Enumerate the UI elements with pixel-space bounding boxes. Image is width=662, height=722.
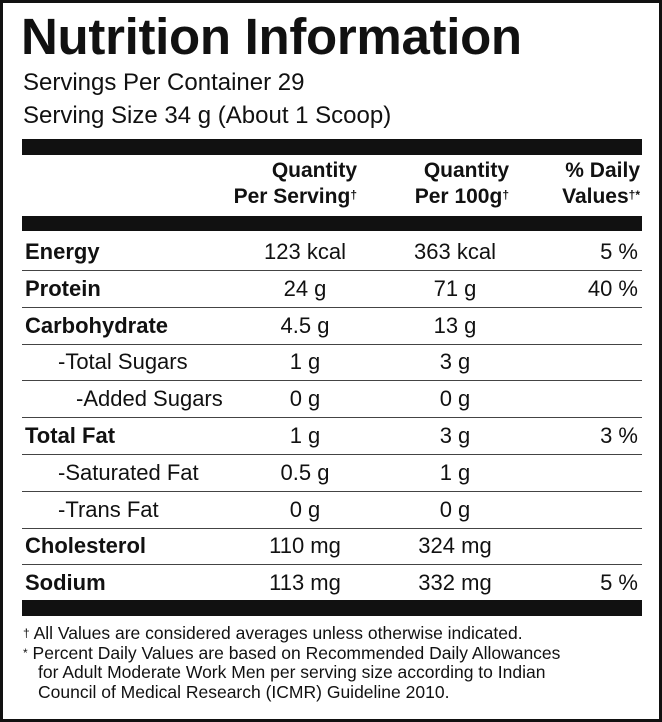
- daily-value: 40 %: [587, 275, 638, 301]
- divider-bar: [22, 216, 642, 231]
- per-100g: 363 kcal: [414, 239, 496, 264]
- per-serving: 110 mg: [269, 533, 341, 559]
- nutrient-row: Energy 123 kcal 363 kcal 5 %: [22, 233, 642, 271]
- footnote-mark: †*: [628, 188, 640, 202]
- nutrient-row: Total Fat 1 g 3 g 3 %: [22, 417, 642, 455]
- per-100g: 1 g: [439, 459, 471, 485]
- per-serving: 1 g: [289, 349, 321, 375]
- header-line: Values†*: [562, 184, 640, 210]
- footnote-line: † All Values are considered averages unl…: [23, 624, 523, 643]
- header-line: Quantity: [423, 159, 509, 182]
- per-100g: 324 mg: [418, 533, 492, 559]
- header-line: Per 100g: [414, 185, 503, 208]
- per-100g: 332 mg: [418, 570, 492, 596]
- header-line: Per Serving: [233, 185, 351, 208]
- per-100g: 71 g: [433, 275, 477, 301]
- per-100g: 3 g: [439, 349, 471, 375]
- nutrient-name: Carbohydrate: [25, 312, 169, 338]
- nutrient-name: -Added Sugars: [76, 386, 223, 412]
- footnote-text: All Values are considered averages unles…: [33, 623, 523, 643]
- divider-bar: [22, 600, 642, 616]
- per-serving: 4.5 g: [280, 312, 330, 338]
- nutrient-row: -Saturated Fat 0.5 g 1 g: [22, 454, 642, 492]
- per-100g: 0 g: [439, 496, 471, 522]
- column-header: % Daily Values†*: [562, 158, 640, 210]
- nutrient-row: Carbohydrate 4.5 g 13 g: [22, 307, 642, 345]
- per-serving: 123 kcal: [264, 239, 346, 264]
- serving-size: Serving Size 34 g (About 1 Scoop): [23, 102, 392, 129]
- nutrient-name: -Total Sugars: [58, 349, 188, 375]
- daily-value: 5 %: [600, 570, 638, 596]
- footnote-line: for Adult Moderate Work Men per serving …: [38, 663, 545, 682]
- nutrient-name: Protein: [25, 275, 101, 301]
- footnote-line: Council of Medical Research (ICMR) Guide…: [38, 681, 450, 702]
- per-serving: 0 g: [289, 386, 321, 412]
- divider-bar: [22, 139, 642, 155]
- nutrient-row: Cholesterol 110 mg 324 mg: [22, 527, 642, 566]
- footnote-text: for Adult Moderate Work Men per serving …: [38, 662, 546, 682]
- per-100g: 13 g: [433, 312, 477, 338]
- footnote-line: * Percent Daily Values are based on Reco…: [23, 642, 561, 663]
- nutrient-name: Total Fat: [25, 423, 116, 448]
- nutrient-name: -Saturated Fat: [58, 459, 199, 485]
- nutrient-row: Sodium 113 mg 332 mg 5 %: [22, 564, 642, 601]
- header-line: Per Serving†: [234, 184, 357, 210]
- servings: Servings Per Container 29: [23, 69, 305, 96]
- footnote-symbol: †: [23, 626, 30, 640]
- daily-value: 5 %: [600, 239, 638, 264]
- per-serving: 0 g: [289, 496, 321, 522]
- footnote-mark: †: [350, 188, 357, 202]
- per-100g: 3 g: [439, 423, 471, 448]
- header-line: Per 100g†: [415, 184, 509, 210]
- header-line: Quantity: [271, 159, 357, 182]
- nutrient-row: -Added Sugars 0 g 0 g: [22, 380, 642, 419]
- nutrient-name: Cholesterol: [25, 533, 147, 559]
- nutrient-row: Protein 24 g 71 g 40 %: [22, 270, 642, 308]
- per-serving: 1 g: [289, 423, 321, 448]
- nutrient-name: Energy: [25, 239, 100, 264]
- nutrient-row: -Trans Fat 0 g 0 g: [22, 491, 642, 529]
- footnote-mark: †: [502, 188, 509, 202]
- footnote-text: Percent Daily Values are based on Recomm…: [32, 642, 561, 663]
- title: Nutrition Information: [21, 8, 522, 65]
- nutrient-name: Sodium: [25, 570, 106, 596]
- column-header: Quantity Per Serving†: [234, 158, 357, 210]
- footnote-symbol: *: [23, 645, 28, 660]
- header-line: % Daily: [565, 159, 640, 182]
- header-line: Values: [562, 185, 629, 208]
- footnote-text: Council of Medical Research (ICMR) Guide…: [38, 681, 450, 702]
- per-serving: 24 g: [283, 275, 327, 301]
- column-header: Quantity Per 100g†: [415, 158, 509, 210]
- daily-value: 3 %: [600, 423, 638, 448]
- per-serving: 0.5 g: [280, 459, 330, 485]
- nutrient-name: -Trans Fat: [58, 496, 159, 522]
- per-serving: 113 mg: [269, 570, 341, 596]
- per-100g: 0 g: [439, 386, 471, 412]
- nutrient-row: -Total Sugars 1 g 3 g: [22, 343, 642, 382]
